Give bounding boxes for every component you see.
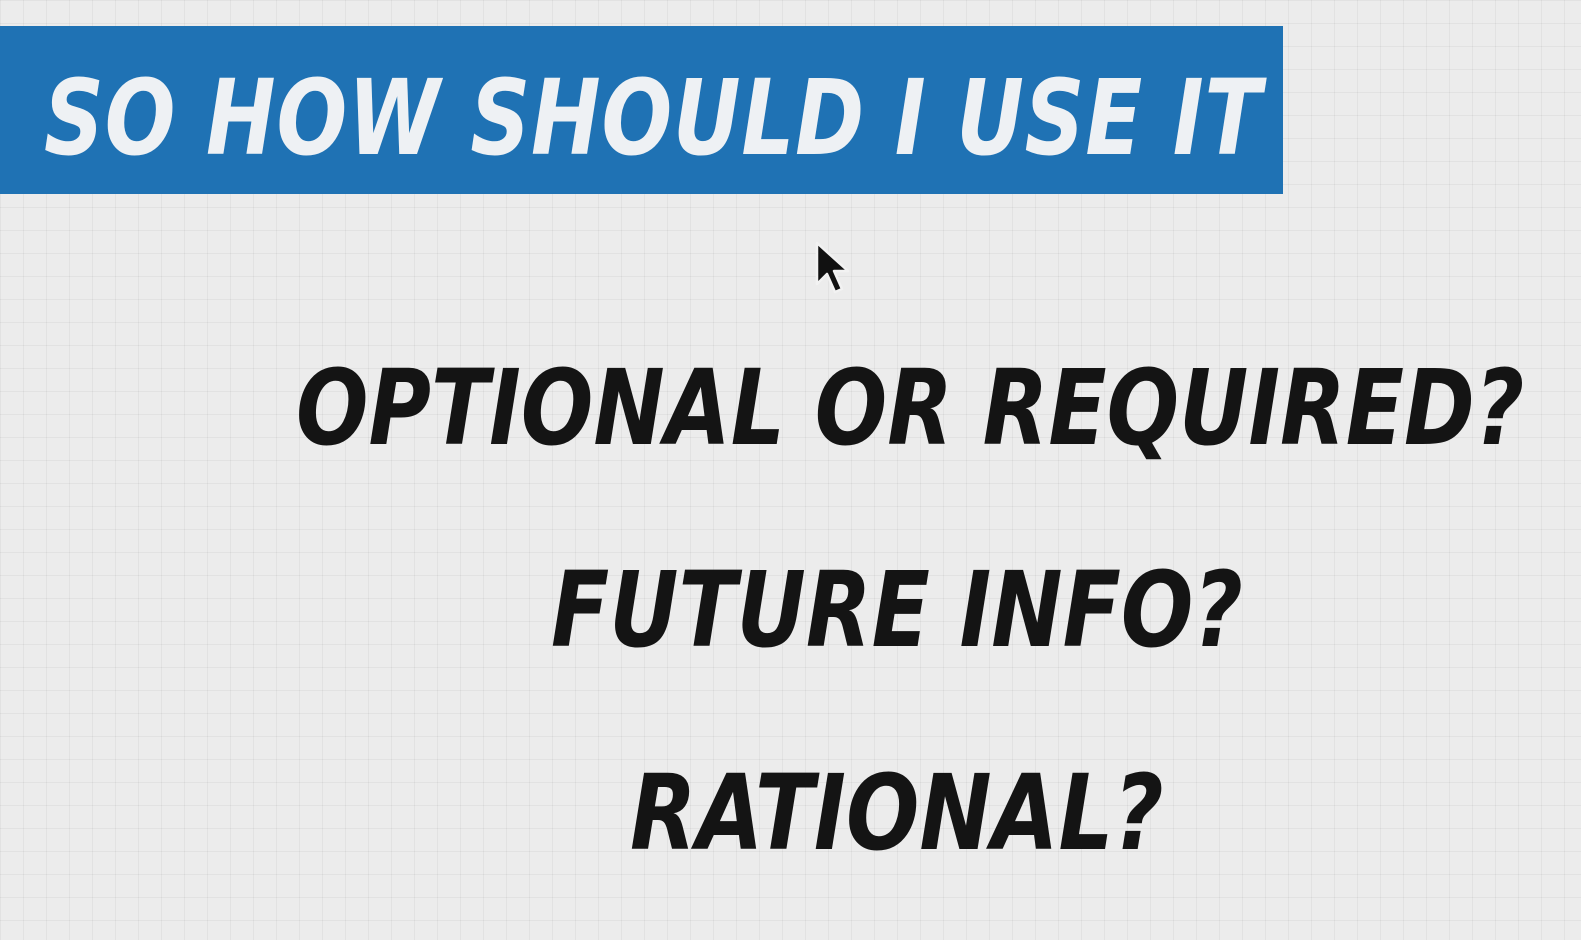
- question-future-info: FUTURE INFO?: [551, 549, 1243, 671]
- question-rational: RATIONAL?: [630, 752, 1164, 874]
- slide-title: SO HOW SHOULD I USE IT: [44, 57, 1263, 179]
- mouse-pointer-icon: [815, 241, 850, 294]
- title-banner: SO HOW SHOULD I USE IT: [0, 26, 1283, 194]
- question-optional-or-required: OPTIONAL OR REQUIRED?: [296, 347, 1525, 469]
